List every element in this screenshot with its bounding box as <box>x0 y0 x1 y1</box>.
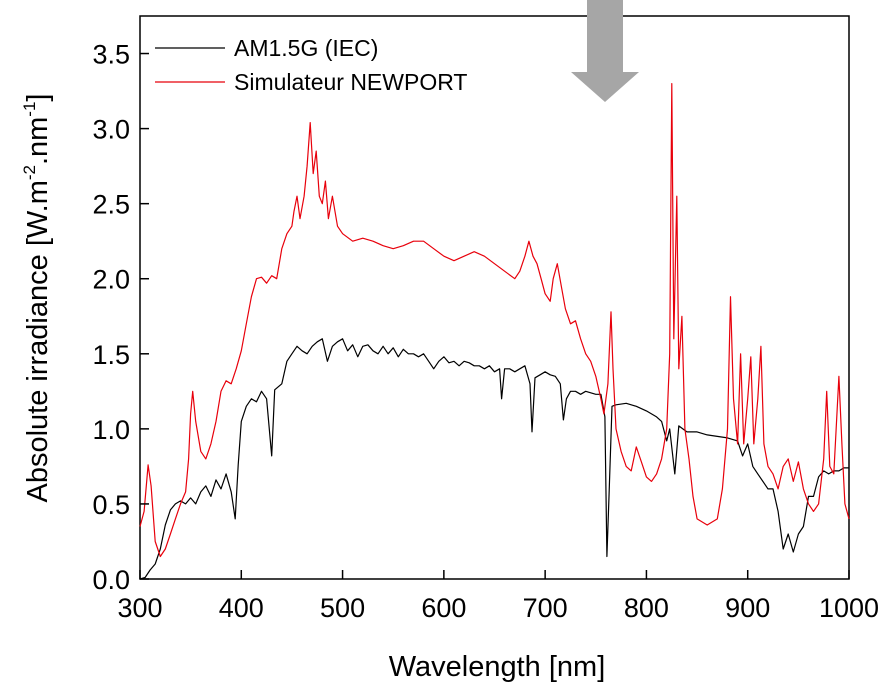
y-tick-label: 3.5 <box>92 40 130 70</box>
y-tick-label: 2.0 <box>92 265 130 295</box>
y-axis-ticks: 0.0 0.5 1.0 1.5 2.0 2.5 3.0 3.5 <box>92 40 149 595</box>
series-layer <box>139 82 850 580</box>
y-tick-label: 0.5 <box>92 490 130 520</box>
plot-frame <box>139 15 850 580</box>
y-tick-label: 2.5 <box>92 190 130 220</box>
x-tick-label: 600 <box>421 593 466 623</box>
series-line-0 <box>139 338 849 580</box>
legend-label-am15g: AM1.5G (IEC) <box>234 35 378 61</box>
x-axis-title: Wavelength [nm] <box>389 651 606 683</box>
y-tick-label: 1.5 <box>92 340 130 370</box>
x-tick-label: 800 <box>624 593 669 623</box>
legend-label-newport: Simulateur NEWPORT <box>234 69 467 95</box>
y-tick-label: 0.0 <box>92 565 130 595</box>
x-tick-label: 500 <box>320 593 365 623</box>
y-tick-label: 1.0 <box>92 415 130 445</box>
y-tick-label: 3.0 <box>92 115 130 145</box>
x-tick-label: 1000 <box>819 593 879 623</box>
x-axis-ticks: 300 400 500 600 700 800 900 1000 <box>117 570 879 623</box>
down-arrow-annotation-icon <box>571 0 639 102</box>
x-tick-label: 900 <box>725 593 770 623</box>
series-line-1 <box>139 82 850 558</box>
x-tick-label: 300 <box>117 593 162 623</box>
x-tick-label: 400 <box>219 593 264 623</box>
x-tick-label: 700 <box>523 593 568 623</box>
y-axis-title: Absolute irradiance [W.m-2.nm-1] <box>20 93 54 502</box>
legend: AM1.5G (IEC) Simulateur NEWPORT <box>155 35 467 95</box>
